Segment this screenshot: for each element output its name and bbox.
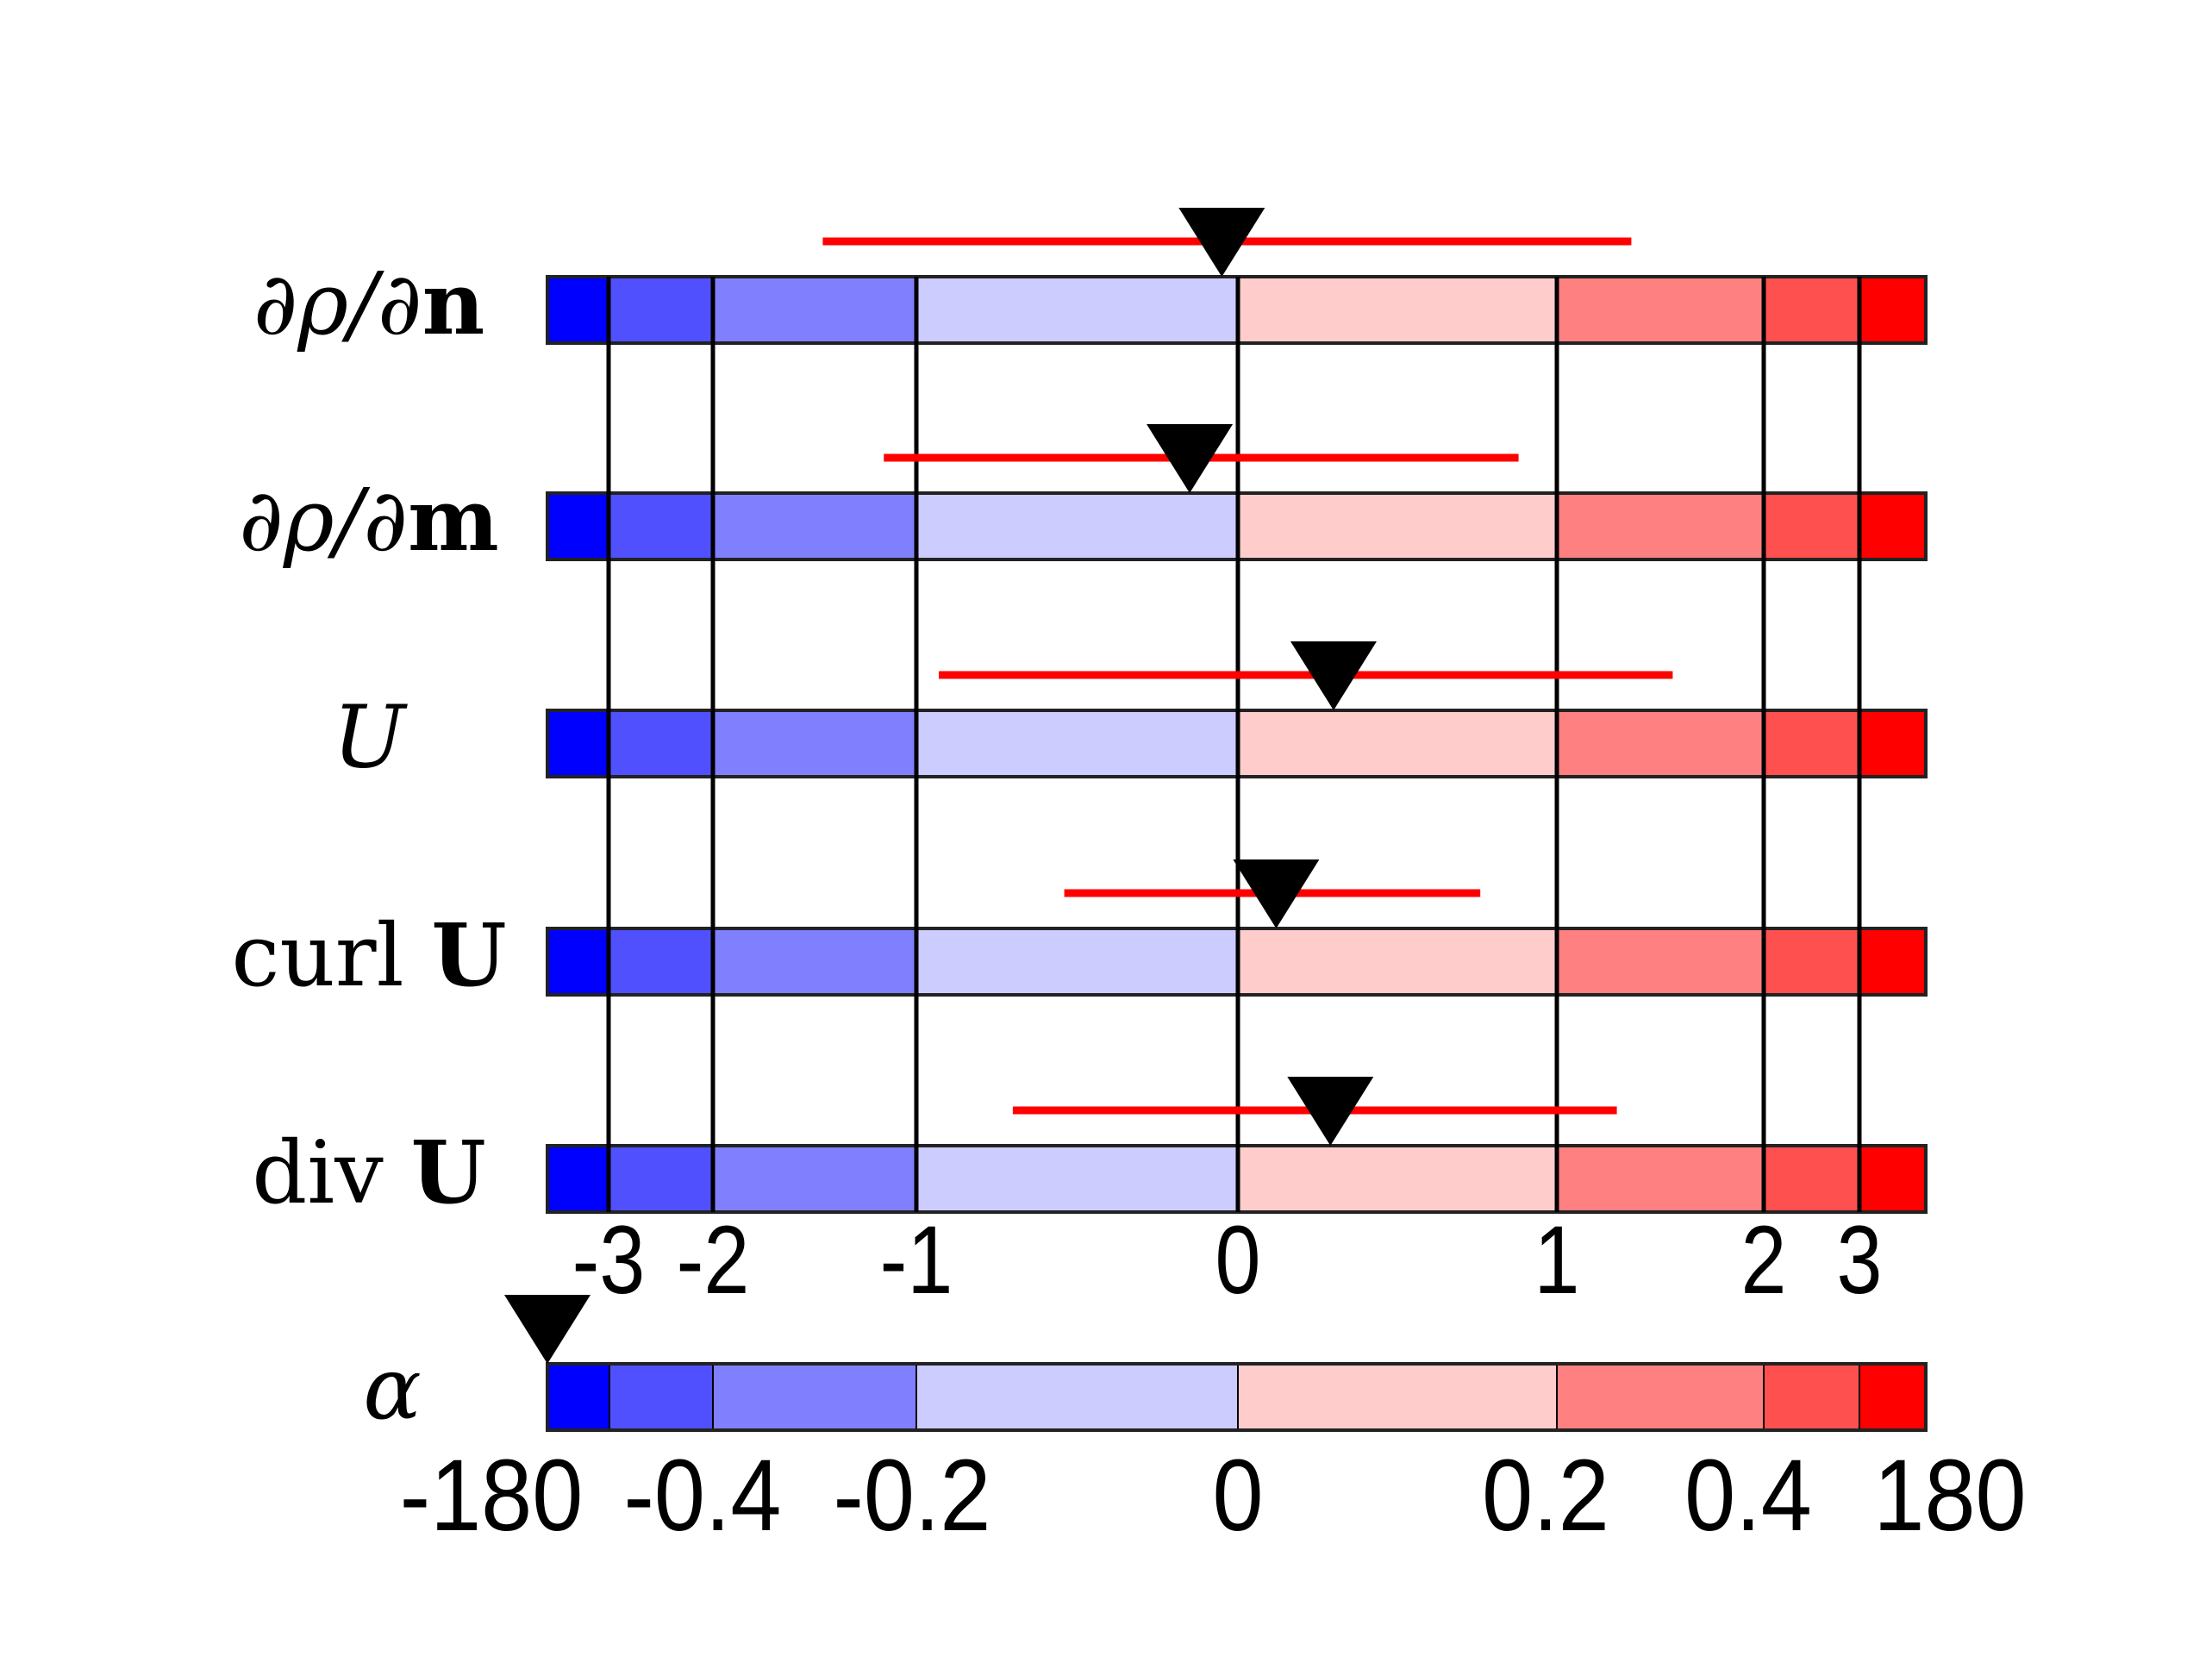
colorbar-row-2-segment — [712, 492, 917, 560]
colorbar-row-4-segment — [915, 928, 1239, 996]
colorbar-row-5-segment — [915, 1145, 1239, 1213]
sigma-tick-label: 1 — [1534, 1207, 1580, 1315]
alpha-colorbar-segment — [1556, 1363, 1765, 1431]
marker-triangle — [1290, 641, 1377, 710]
colorbar-row-3-segment — [1763, 709, 1860, 778]
row-label-part: U — [332, 686, 406, 787]
colorbar-row-1-segment — [1556, 276, 1765, 344]
colorbar-row-4-segment — [712, 928, 917, 996]
alpha-colorbar-segment — [547, 1363, 610, 1431]
row-label-part: m — [408, 468, 499, 571]
marker-triangle — [1233, 859, 1320, 928]
colorbar-row-1-segment — [1763, 276, 1860, 344]
row-label-part: U — [410, 1121, 486, 1223]
alpha-colorbar-segment — [1763, 1363, 1860, 1431]
alpha-tick-label: 0.4 — [1684, 1438, 1812, 1552]
row-label: ∂ρ/∂m — [239, 469, 499, 571]
colorbar-row-2-segment — [609, 492, 714, 560]
colorbar-row-4-segment — [1556, 928, 1765, 996]
colorbar-row-2-segment — [1237, 492, 1558, 560]
alpha-label: α — [363, 1338, 422, 1439]
colorbar-row-5-segment — [609, 1145, 714, 1213]
colorbar-row-1-segment — [1859, 276, 1927, 344]
alpha-colorbar-segment — [712, 1363, 917, 1431]
row-label: div U — [252, 1122, 486, 1223]
alpha-colorbar-segment — [1237, 1363, 1558, 1431]
alpha-tick-label: -180 — [400, 1438, 584, 1552]
colorbar-row-1-segment — [547, 276, 610, 344]
colorbar-row-2-segment — [915, 492, 1239, 560]
colorbar-row-4-segment — [1763, 928, 1860, 996]
alpha-tick-label: -0.4 — [623, 1438, 781, 1552]
colorbar-row-3-segment — [547, 709, 610, 778]
marker-triangle — [1287, 1077, 1374, 1146]
colorbar-row-4-segment — [609, 928, 714, 996]
colorbar-row-5-segment — [1859, 1145, 1927, 1213]
alpha-tick-label: 180 — [1873, 1438, 2026, 1552]
colorbar-row-5-segment — [1237, 1145, 1558, 1213]
row-label-part: U — [431, 903, 507, 1006]
marker-triangle — [1147, 424, 1234, 493]
colorbar-row-3-segment — [712, 709, 917, 778]
colorbar-row-1-segment — [1237, 276, 1558, 344]
colorbar-row-3-segment — [1237, 709, 1558, 778]
colorbar-row-4-segment — [1859, 928, 1927, 996]
colorbar-row-4-segment — [1237, 928, 1558, 996]
row-label: ∂ρ/∂n — [253, 253, 485, 354]
row-label-part: ∂ρ/∂ — [253, 253, 422, 354]
alpha-colorbar-outline — [546, 1362, 1928, 1432]
alpha-colorbar-segment — [915, 1363, 1239, 1431]
colorbar-row-5-segment — [1556, 1145, 1765, 1213]
row-label-part: ∂ρ/∂ — [239, 469, 409, 571]
colorbar-row-2-segment — [1859, 492, 1927, 560]
alpha-tick-label: -0.2 — [833, 1438, 990, 1552]
colorbar-row-2-segment — [1556, 492, 1765, 560]
colorbar-row-3-segment — [1556, 709, 1765, 778]
colorbar-row-3-segment — [1859, 709, 1927, 778]
sigma-tick-label: 0 — [1215, 1207, 1261, 1315]
colorbar-row-4-segment — [547, 928, 610, 996]
marker-triangle — [1178, 208, 1265, 277]
alpha-colorbar-segment — [609, 1363, 714, 1431]
colorbar-row-1-segment — [609, 276, 714, 344]
row-label-part: curl — [231, 904, 432, 1006]
colorbar-row-3-segment — [609, 709, 714, 778]
sigma-tick-label: 2 — [1741, 1207, 1787, 1315]
colorbar-row-2-segment — [547, 492, 610, 560]
row-label: curl U — [231, 904, 506, 1006]
colorbar-row-5-segment — [547, 1145, 610, 1213]
colorbar-row-5-segment — [1763, 1145, 1860, 1213]
alpha-colorbar-segment — [1859, 1363, 1927, 1431]
sigma-tick-label: -1 — [880, 1207, 953, 1315]
colorbar-row-3-segment — [915, 709, 1239, 778]
alpha-tick-label: 0.2 — [1482, 1438, 1609, 1552]
colorbar-row-2-segment — [1763, 492, 1860, 560]
alpha-label-text: α — [363, 1338, 422, 1439]
sigma-tick-label: -2 — [677, 1207, 750, 1315]
row-label-part: n — [422, 252, 485, 354]
colorbar-row-5-segment — [712, 1145, 917, 1213]
row-label-part: div — [252, 1122, 411, 1223]
sigma-tick-label: 3 — [1837, 1207, 1883, 1315]
row-label: U — [333, 686, 405, 787]
colorbar-row-1-segment — [712, 276, 917, 344]
alpha-tick-label: 0 — [1212, 1438, 1263, 1552]
colorbar-row-1-segment — [915, 276, 1239, 344]
alpha-marker-triangle — [504, 1295, 590, 1364]
